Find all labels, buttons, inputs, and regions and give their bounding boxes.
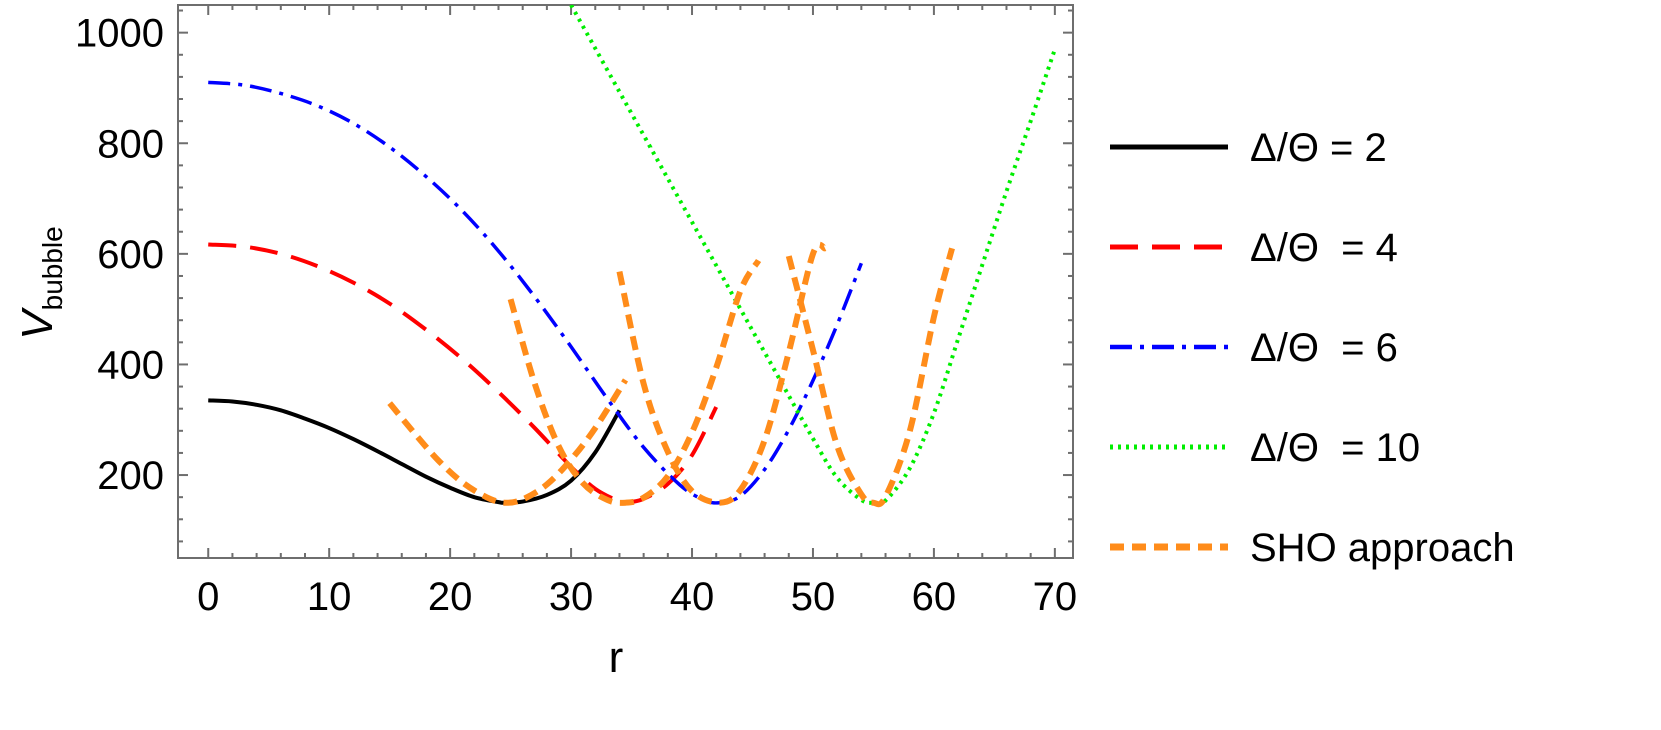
x-tick-label: 60 bbox=[912, 575, 957, 619]
x-tick-labels: 0 10 20 30 40 50 60 70 bbox=[197, 575, 1077, 619]
series-4-line bbox=[569, 5, 1057, 506]
y-tick-label: 800 bbox=[97, 122, 164, 166]
x-tick-label: 20 bbox=[428, 575, 473, 619]
y-axis-title-main: V bbox=[13, 307, 62, 340]
series-3-line bbox=[208, 80, 863, 505]
y-tick-label: 600 bbox=[97, 233, 164, 277]
legend-label-3: Δ/Θ = 6 bbox=[1250, 326, 1398, 370]
series-5 bbox=[387, 241, 955, 508]
x-axis-title: r bbox=[609, 633, 624, 682]
series-5-line-3 bbox=[616, 241, 829, 506]
y-axis-title-subscript: bubble bbox=[37, 226, 68, 310]
legend-label-5: SHO approach bbox=[1250, 526, 1515, 570]
series-2 bbox=[208, 242, 718, 506]
legend-label-4: Δ/Θ = 10 bbox=[1250, 426, 1420, 470]
y-tick-label: 400 bbox=[97, 343, 164, 387]
x-tick-label: 40 bbox=[670, 575, 715, 619]
x-tick-label: 50 bbox=[791, 575, 836, 619]
x-tick-label: 0 bbox=[197, 575, 219, 619]
legend: Δ/Θ = 2 Δ/Θ = 4 Δ/Θ = 6 Δ/Θ = 10 SHO approac… bbox=[1110, 126, 1515, 570]
series-layer bbox=[208, 5, 1057, 508]
series-1 bbox=[208, 398, 622, 505]
y-tick-labels: 200 400 600 800 1000 bbox=[75, 12, 164, 498]
series-4 bbox=[569, 5, 1057, 506]
axis-ticks bbox=[178, 5, 1073, 558]
series-5-line-4 bbox=[785, 247, 955, 508]
y-tick-label: 200 bbox=[97, 454, 164, 498]
plot-frame bbox=[177, 4, 1074, 559]
series-5-line-1 bbox=[387, 378, 629, 506]
x-tick-label: 10 bbox=[307, 575, 352, 619]
legend-label-2: Δ/Θ = 4 bbox=[1250, 226, 1398, 270]
svg-text:Vbubble: Vbubble bbox=[13, 226, 68, 339]
series-5-line-2 bbox=[507, 258, 762, 506]
y-tick-label: 1000 bbox=[75, 12, 164, 56]
legend-label-1: Δ/Θ = 2 bbox=[1250, 126, 1387, 170]
y-axis-title: Vbubble bbox=[13, 226, 68, 339]
series-1-line bbox=[208, 398, 622, 505]
series-2-line bbox=[208, 242, 718, 506]
x-tick-label: 30 bbox=[549, 575, 594, 619]
x-tick-label: 70 bbox=[1033, 575, 1078, 619]
series-3 bbox=[208, 80, 863, 505]
